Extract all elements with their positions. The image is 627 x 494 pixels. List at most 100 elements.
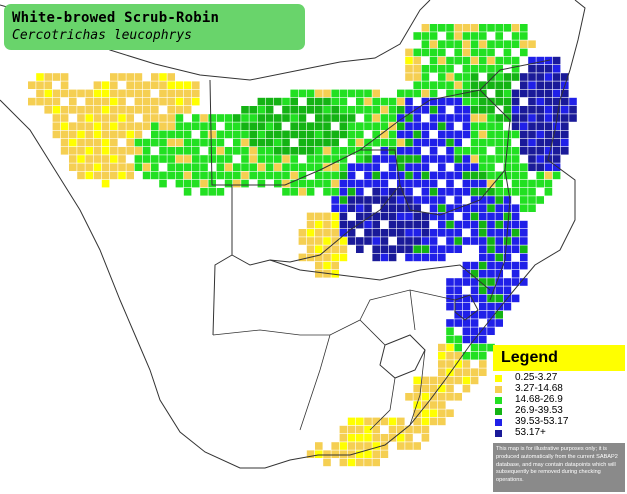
grid-cell <box>192 147 200 155</box>
grid-cell <box>495 147 503 155</box>
grid-cell <box>52 106 61 114</box>
common-name: White-browed Scrub-Robin <box>12 10 220 26</box>
grid-cell <box>511 220 520 229</box>
grid-cell <box>479 270 487 278</box>
grid-cell <box>552 89 561 98</box>
grid-cell <box>421 188 430 196</box>
grid-cell <box>372 122 380 130</box>
grid-cell <box>323 97 331 106</box>
grid-cell <box>290 130 298 139</box>
grid-cell <box>470 114 479 122</box>
grid-cell <box>421 155 430 163</box>
grid-cell <box>200 155 208 163</box>
grid-cell <box>552 122 561 130</box>
grid-cell <box>69 163 77 171</box>
grid-cell <box>487 311 495 319</box>
grid-cell <box>134 97 143 106</box>
grid-cell <box>438 130 446 139</box>
grid-cell <box>192 81 200 89</box>
grid-cell <box>470 147 479 155</box>
grid-cell <box>429 89 438 98</box>
grid-cell <box>454 278 462 286</box>
grid-cell <box>323 155 331 163</box>
grid-cell <box>356 245 364 253</box>
grid-cell <box>487 302 495 311</box>
grid-cell <box>462 97 471 106</box>
grid-cell <box>511 270 520 278</box>
grid-cell <box>44 81 52 89</box>
grid-cell <box>331 138 339 147</box>
grid-cell <box>511 171 520 180</box>
grid-cell <box>511 114 520 122</box>
grid-cell <box>413 384 421 393</box>
grid-cell <box>544 147 553 155</box>
grid-cell <box>224 155 233 163</box>
grid-cell <box>544 89 553 98</box>
grid-cell <box>364 196 372 204</box>
grid-cell <box>241 106 249 114</box>
grid-cell <box>372 434 380 442</box>
grid-cell <box>339 229 348 237</box>
grid-cell <box>331 245 339 253</box>
grid-cell <box>446 409 454 417</box>
grid-cell <box>438 376 446 385</box>
grid-cell <box>536 179 544 188</box>
grid-cell <box>446 327 454 335</box>
grid-cell <box>462 73 471 81</box>
grid-cell <box>388 171 397 180</box>
grid-cell <box>421 245 430 253</box>
grid-cell <box>462 270 471 278</box>
grid-cell <box>405 114 413 122</box>
grid-cell <box>413 73 421 81</box>
grid-cell <box>315 270 323 278</box>
grid-cell <box>454 319 462 327</box>
grid-cell <box>241 147 249 155</box>
grid-cell <box>511 212 520 221</box>
grid-cell <box>405 155 413 163</box>
grid-cell <box>413 409 421 417</box>
grid-cell <box>183 97 192 106</box>
grid-cell <box>151 97 159 106</box>
grid-cell <box>77 138 85 147</box>
grid-cell <box>470 171 479 180</box>
grid-cell <box>470 376 479 385</box>
grid-cell <box>380 212 389 221</box>
grid-cell <box>511 155 520 163</box>
grid-cell <box>93 89 102 98</box>
grid-cell <box>487 212 495 221</box>
grid-cell <box>126 106 134 114</box>
grid-cell <box>528 163 536 171</box>
grid-cell <box>413 212 421 221</box>
grid-cell <box>520 106 528 114</box>
grid-cell <box>462 261 471 270</box>
grid-cell <box>487 171 495 180</box>
grid-cell <box>520 114 528 122</box>
namibia-border <box>209 79 233 336</box>
grid-cell <box>249 138 257 147</box>
grid-cell <box>487 343 495 352</box>
grid-cell <box>323 458 331 467</box>
grid-cell <box>101 81 110 89</box>
grid-cell <box>421 106 430 114</box>
grid-cell <box>495 188 503 196</box>
grid-cell <box>438 48 446 57</box>
grid-cell <box>208 122 216 130</box>
grid-cell <box>323 450 331 458</box>
grid-cell <box>487 138 495 147</box>
grid-cell <box>126 89 134 98</box>
grid-cell <box>347 130 356 139</box>
grid-cell <box>380 97 389 106</box>
grid-cell <box>200 171 208 180</box>
grid-cell <box>282 97 290 106</box>
grid-cell <box>421 212 430 221</box>
grid-cell <box>118 130 126 139</box>
grid-cell <box>339 458 348 467</box>
grid-cell <box>462 360 471 368</box>
grid-cell <box>487 114 495 122</box>
grid-cell <box>200 138 208 147</box>
grid-cell <box>503 171 512 180</box>
grid-cell <box>356 138 364 147</box>
grid-cell <box>495 204 503 212</box>
grid-cell <box>323 122 331 130</box>
grid-cell <box>175 81 184 89</box>
